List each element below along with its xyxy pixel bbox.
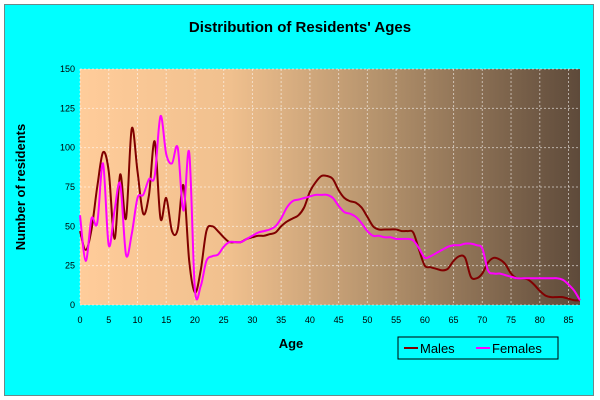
series-line-females xyxy=(79,115,581,301)
gridlines xyxy=(79,68,580,306)
y-axis-ticks: 0 25 50 75 100 125 150 xyxy=(60,64,75,310)
y-tick-label: 100 xyxy=(60,143,75,153)
x-tick-label: 0 xyxy=(77,315,82,325)
y-tick-label: 50 xyxy=(65,221,75,231)
x-tick-label: 70 xyxy=(477,315,487,325)
legend: Males Females xyxy=(397,336,559,360)
x-tick-label: 45 xyxy=(334,315,344,325)
y-tick-label: 0 xyxy=(70,300,75,310)
x-tick-label: 10 xyxy=(132,315,142,325)
y-tick-label: 125 xyxy=(60,103,75,113)
x-tick-label: 55 xyxy=(391,315,401,325)
legend-label-females: Females xyxy=(492,341,542,356)
x-tick-label: 15 xyxy=(161,315,171,325)
series-line-males xyxy=(79,126,581,302)
x-axis-ticks: 0 5 10 15 20 25 30 35 40 45 50 55 60 65 70 75 80 85 xyxy=(77,315,573,325)
x-tick-label: 30 xyxy=(247,315,257,325)
x-tick-label: 40 xyxy=(305,315,315,325)
x-tick-label: 60 xyxy=(420,315,430,325)
y-tick-label: 75 xyxy=(65,182,75,192)
x-tick-label: 5 xyxy=(106,315,111,325)
legend-label-males: Males xyxy=(420,341,455,356)
x-tick-label: 25 xyxy=(219,315,229,325)
x-tick-label: 65 xyxy=(449,315,459,325)
x-tick-label: 75 xyxy=(506,315,516,325)
x-tick-label: 35 xyxy=(276,315,286,325)
series-lines xyxy=(79,115,581,302)
x-tick-label: 80 xyxy=(535,315,545,325)
y-tick-label: 150 xyxy=(60,64,75,74)
x-tick-label: 20 xyxy=(190,315,200,325)
y-tick-label: 25 xyxy=(65,261,75,271)
x-tick-label: 85 xyxy=(563,315,573,325)
x-axis-label: Age xyxy=(279,336,304,351)
y-axis-label: Number of residents xyxy=(13,124,28,250)
x-tick-label: 50 xyxy=(362,315,372,325)
chart-title: Distribution of Residents' Ages xyxy=(189,19,411,36)
